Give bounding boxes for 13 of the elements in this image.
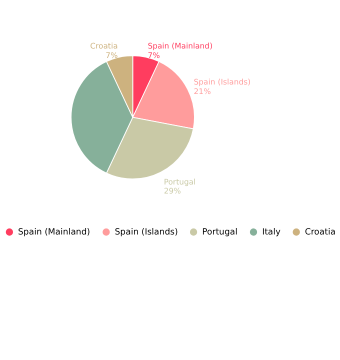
slice-label: Spain (Islands) [194, 77, 251, 86]
legend-label: Spain (Islands) [114, 228, 178, 238]
data-label: 7% [148, 51, 160, 60]
legend-label: Italy [262, 228, 281, 238]
slice-label: Croatia [90, 42, 118, 51]
legend-label: Portugal [202, 228, 238, 238]
data-label: 21% [194, 86, 211, 96]
slice-label: Spain (Mainland) [148, 42, 213, 51]
data-label: 7% [106, 51, 118, 60]
data-label: 29% [164, 186, 181, 196]
legend-label: Spain (Mainland) [18, 228, 90, 238]
legend-label: Croatia [304, 228, 336, 238]
slice-label: Portugal [164, 177, 196, 186]
